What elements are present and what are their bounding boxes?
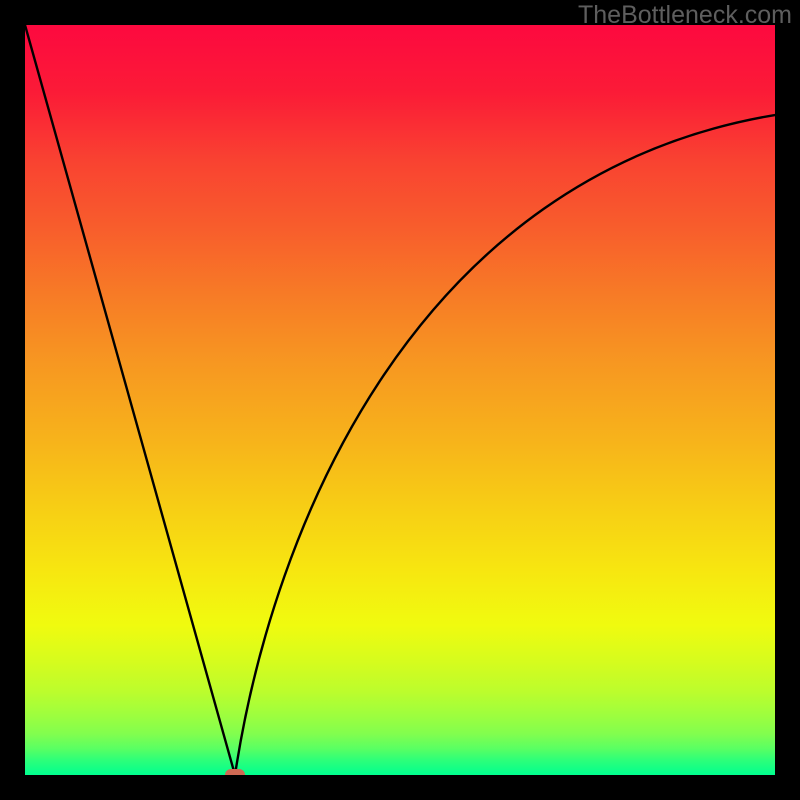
- curve-path: [25, 25, 775, 775]
- chart-plot-area: [25, 25, 775, 775]
- bottleneck-curve: [25, 25, 775, 775]
- chart-container: TheBottleneck.com: [0, 0, 800, 800]
- watermark-text: TheBottleneck.com: [578, 1, 792, 30]
- minimum-marker: [225, 769, 245, 775]
